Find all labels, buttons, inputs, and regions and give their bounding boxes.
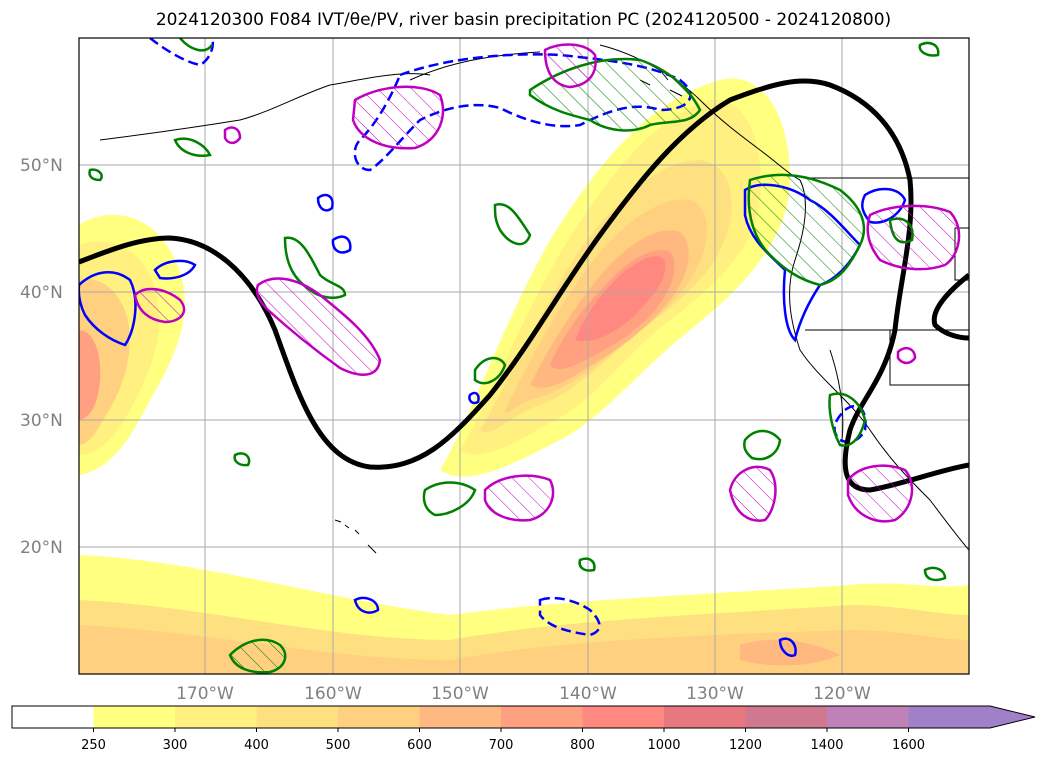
lat-label-50n: 50°N [20, 156, 63, 176]
colorbar-segment-extend [908, 706, 1035, 728]
ivt-band-800 [575, 256, 666, 342]
colorbar-tick-label: 250 [81, 738, 106, 753]
colorbar-tick-label: 700 [489, 738, 514, 753]
lon-label-120w: 120°W [813, 684, 871, 704]
chart-title: 2024120300 F084 IVT/θe/PV, river basin p… [155, 10, 892, 30]
colorbar-segment [664, 706, 746, 728]
latitude-labels: 50°N 40°N 30°N 20°N [20, 156, 63, 558]
colorbar-segment [419, 706, 501, 728]
colorbar-tick-label: 600 [407, 738, 432, 753]
lat-label-20n: 20°N [20, 538, 63, 558]
lon-label-140w: 140°W [559, 684, 617, 704]
ivt-south-600 [740, 639, 840, 666]
colorbar-tick-label: 800 [570, 738, 595, 753]
colorbar-tick-label: 1400 [810, 738, 843, 753]
colorbar-outline [11, 705, 1036, 729]
theta-e-contour [79, 78, 969, 493]
colorbar: 250 300 400 500 600 700 800 1000 1200 1400 1600 [11, 705, 1036, 753]
colorbar-segment [745, 706, 827, 728]
colorbar-segment [175, 706, 257, 728]
map-layers [79, 38, 969, 674]
colorbar-segment-below [12, 706, 94, 728]
colorbar-segment [338, 706, 420, 728]
colorbar-segment [582, 706, 664, 728]
precip-pc-magenta [133, 43, 961, 523]
colorbar-segment [501, 706, 583, 728]
colorbar-tick-label: 1200 [729, 738, 762, 753]
gridlines [79, 38, 969, 674]
colorbar-segment [93, 706, 175, 728]
longitude-labels: 170°W 160°W 150°W 140°W 130°W 120°W [176, 684, 871, 704]
colorbar-tick-label: 400 [244, 738, 269, 753]
ivt-west-700 [79, 330, 101, 420]
colorbar-tick-label: 1600 [892, 738, 925, 753]
theta-e-contour-east [931, 273, 969, 341]
colorbar-segment [827, 706, 909, 728]
colorbar-tick-label: 1000 [647, 738, 680, 753]
lat-label-30n: 30°N [20, 411, 63, 431]
lon-label-150w: 150°W [431, 684, 489, 704]
ivt-south-500 [79, 625, 969, 674]
colorbar-segment [256, 706, 338, 728]
lon-label-160w: 160°W [304, 684, 362, 704]
map-border [78, 37, 970, 675]
lon-label-130w: 130°W [686, 684, 744, 704]
lon-label-170w: 170°W [176, 684, 234, 704]
colorbar-tick-label: 300 [163, 738, 188, 753]
colorbar-tick-label: 500 [326, 738, 351, 753]
lat-label-40n: 40°N [20, 283, 63, 303]
